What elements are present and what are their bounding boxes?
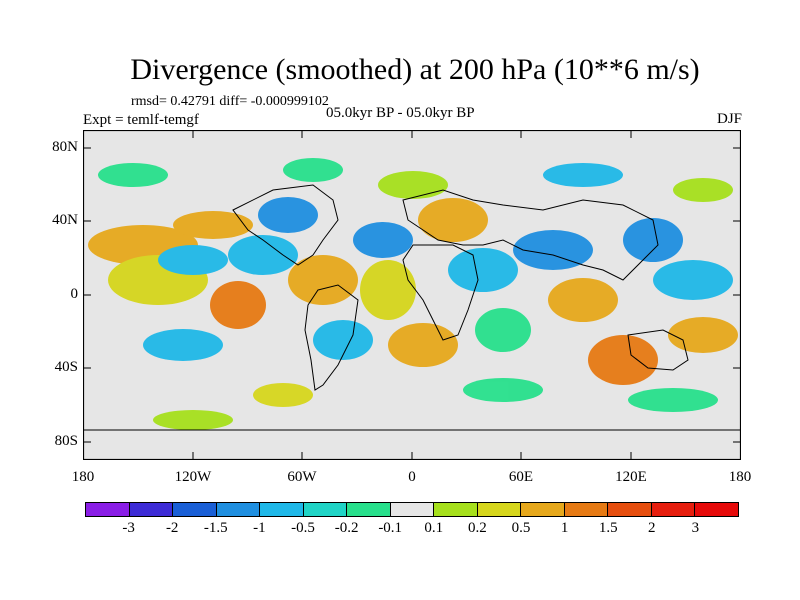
colorbar-swatch: [695, 503, 738, 516]
y-tick-label: 80S: [54, 433, 78, 449]
ticks: [83, 130, 741, 460]
colorbar-label: -0.1: [378, 520, 403, 536]
colorbar-label: 1: [560, 520, 569, 536]
colorbar-label: 0.2: [468, 520, 487, 536]
y-tick-label: 40N: [52, 212, 78, 228]
y-tick-label: 80N: [52, 139, 78, 155]
colorbar-swatch: [129, 503, 174, 516]
season-label: DJF: [716, 111, 742, 127]
x-tick-label: 120W: [174, 469, 212, 485]
colorbar-label: -1.5: [203, 520, 228, 536]
colorbar-swatch: [390, 503, 435, 516]
x-tick-label: 180: [728, 469, 752, 485]
field-blobs: [88, 158, 738, 430]
chart-title: Divergence (smoothed) at 200 hPa (10**6 …: [130, 53, 700, 86]
x-tick-label: 180: [71, 469, 95, 485]
colorbar-swatch: [216, 503, 261, 516]
map-canvas: [83, 130, 741, 460]
colorbar-label: 0.1: [424, 520, 444, 536]
divergence-map: [83, 130, 741, 460]
colorbar-swatch: [260, 503, 304, 516]
experiment-label: Expt = temlf-temgf: [83, 112, 199, 128]
y-tick-label: 0: [70, 286, 79, 302]
colorbar-swatch: [347, 503, 391, 516]
colorbar-swatch: [303, 503, 348, 516]
colorbar-label: -0.2: [334, 520, 359, 536]
x-tick-label: 60E: [508, 469, 534, 485]
x-tick-label: 60W: [287, 469, 317, 485]
colorbar-swatch: [651, 503, 696, 516]
x-tick-label: 120E: [615, 469, 647, 485]
colorbar-swatch: [608, 503, 652, 516]
colorbar-label: 0.5: [511, 520, 531, 536]
colorbar-label: 1.5: [598, 520, 618, 536]
x-tick-label: 0: [408, 469, 416, 485]
colorbar-swatch: [86, 503, 130, 516]
colorbar-swatch: [564, 503, 609, 516]
period-label: 05.0kyr BP - 05.0kyr BP: [326, 105, 475, 121]
colorbar-swatch: [521, 503, 565, 516]
colorbar-label: -3: [122, 520, 135, 536]
colorbar-label: -1: [253, 520, 266, 536]
colorbar-swatch: [173, 503, 217, 516]
colorbar-label: -0.5: [291, 520, 315, 536]
colorbar-label: 2: [648, 520, 656, 536]
colorbar-swatch: [477, 503, 522, 516]
coastlines: [83, 184, 741, 431]
colorbar-swatch: [434, 503, 478, 516]
colorbar-label: -2: [165, 520, 179, 536]
colorbar-label: 3: [691, 520, 700, 536]
stats-text: rmsd= 0.42791 diff= -0.000999102: [131, 94, 329, 109]
y-tick-label: 40S: [54, 359, 78, 375]
colorbar: [85, 502, 739, 517]
